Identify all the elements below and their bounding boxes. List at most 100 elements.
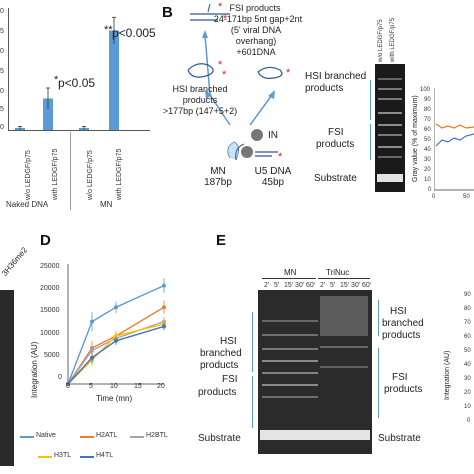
u5-size: 45bp	[261, 177, 285, 188]
gel-e-right-hsi: branched	[382, 318, 424, 329]
legend-marker-h3tl	[38, 456, 52, 458]
series-line-h4tl	[67, 325, 165, 385]
panel-e-right-ytick: 40	[464, 362, 471, 368]
panel-d-ytick: 25000	[40, 263, 60, 270]
panel-a-ytick: 5	[0, 28, 4, 35]
panel-e-right-ylabel: Integration (AU)	[444, 350, 451, 400]
panel-d-xtick: 0	[66, 383, 70, 390]
panel-d-xtick: 20	[157, 383, 165, 390]
data-point	[114, 334, 118, 338]
legend-label-h2atl: H2ATL	[96, 432, 118, 439]
panel-a-group-label-naked: Naked DNA	[6, 200, 49, 209]
gel-e-right-bracket	[378, 300, 379, 336]
svg-text:*: *	[286, 67, 291, 79]
gel-e-group-mn: MN	[284, 268, 297, 277]
panel-a-ytick: 5	[0, 106, 4, 113]
data-point	[114, 305, 118, 310]
gel-e-right-hsi: HSI	[390, 306, 407, 317]
gel-e-right-fsi: FSI	[392, 372, 408, 383]
gel-e-time: 60'	[306, 282, 316, 289]
panel-d-ytick: 20000	[40, 285, 60, 292]
panel-d-xtick: 15	[134, 383, 142, 390]
fsi-products-title: FSI products	[229, 3, 281, 13]
gel-e-time: 30'	[295, 282, 305, 289]
gel-e-right-substrate: Substrate	[378, 433, 421, 444]
gel-e-time: 30'	[351, 282, 361, 289]
svg-text:*: *	[218, 59, 223, 71]
panel-d-xtick: 5	[89, 383, 93, 390]
panel-e-right-ytick: 30	[464, 376, 471, 382]
gel-e-group-line	[262, 278, 316, 279]
panel-a-pvalue-2: p<0.005	[112, 26, 156, 40]
graph-b-ylabel: Gray value (% of maximum)	[412, 95, 419, 182]
gel-e-right-hsi: products	[382, 330, 421, 341]
data-point	[162, 324, 166, 329]
gel-b-lane-label: with LEDGF/p75	[390, 17, 396, 62]
svg-text:*: *	[222, 69, 227, 81]
gel-e-left-bracket	[252, 312, 253, 372]
data-point	[90, 355, 94, 360]
panel-a-ytick: 0	[0, 124, 4, 131]
gel-e-time: 15'	[340, 282, 350, 289]
data-point	[162, 305, 166, 310]
legend-marker-h2btl	[130, 436, 144, 438]
svg-text:*: *	[278, 151, 283, 163]
legend-label-native: Native	[36, 432, 56, 439]
panel-a-star-2: **	[104, 24, 113, 36]
mn-label: MN	[210, 166, 226, 177]
graph-b-ytick: 60	[424, 127, 431, 133]
fsi-products-detail: overhang)	[235, 36, 277, 46]
fsi-products-detail: +601DNA	[236, 47, 276, 57]
panel-e-right-ytick: 90	[464, 292, 471, 298]
panel-d-ytick: 10000	[40, 330, 60, 337]
panel-e-right-ytick: 50	[464, 348, 471, 354]
gel-b-bracket	[370, 80, 371, 120]
panel-e-right-ytick: 70	[464, 320, 471, 326]
panel-a-y-axis	[8, 8, 9, 130]
panel-a-ytick: 0	[0, 8, 4, 15]
graph-b-profile	[434, 88, 474, 191]
gel-e-time: 60'	[362, 282, 372, 289]
hsi-products-detail: products	[182, 95, 218, 105]
gel-b-hsi-label: HSI branched	[305, 71, 367, 82]
data-point	[66, 382, 70, 386]
graph-b-ytick: 30	[424, 157, 431, 163]
panel-a-lane-label: with LEDGF/p75	[52, 148, 59, 200]
gel-b-substrate-label: Substrate	[314, 173, 357, 184]
panel-a-lane-label: w/o LEDGF/p75	[87, 150, 94, 200]
gel-e-image	[258, 290, 372, 454]
gel-e-time: 2'	[264, 282, 270, 289]
svg-text:*: *	[223, 13, 228, 25]
gel-b-lane-label: w/o LEDGF/p75	[378, 19, 384, 62]
graph-b-ytick: 80	[424, 107, 431, 113]
panel-e-right-ytick: 80	[464, 306, 471, 312]
panel-c-label: 3H36me2	[0, 245, 30, 278]
graph-b-ytick: 50	[424, 137, 431, 143]
graph-b-ytick: 100	[420, 87, 431, 93]
panel-a-lane-label: w/o LEDGF/p75	[25, 150, 32, 200]
legend-marker-native	[20, 436, 34, 438]
gel-e-right-bracket	[378, 348, 379, 418]
graph-b-ytick: 70	[424, 117, 431, 123]
panel-a-bars	[15, 16, 119, 131]
gel-b-fsi-label: FSI	[328, 127, 344, 138]
graph-b-ytick: 10	[424, 177, 431, 183]
panel-a-ytick: 0	[0, 88, 4, 95]
legend-label-h2btl: H2BTL	[146, 432, 168, 439]
panel-a-ytick: 0	[0, 48, 4, 55]
bar	[109, 30, 119, 131]
gel-e-hsi-label: branched	[200, 348, 242, 359]
panel-a-star-1: *	[54, 74, 59, 86]
in-label: IN	[268, 130, 278, 141]
panel-b-schematic: * * * * * *	[187, 1, 291, 163]
gel-e-group-trinuc: TriNuc	[326, 268, 350, 277]
panel-a-group-divider	[70, 132, 71, 210]
panel-a-group-label-mn: MN	[100, 200, 113, 209]
graph-b-ytick: 40	[424, 147, 431, 153]
panel-b-letter: B	[162, 4, 173, 21]
gel-e-fsi-label: products	[198, 387, 237, 398]
gel-e-group-line	[318, 278, 370, 279]
panel-d-plot	[66, 264, 166, 386]
graph-b-xtick: 50	[463, 194, 470, 200]
legend-label-h4tl: H4TL	[96, 452, 114, 459]
